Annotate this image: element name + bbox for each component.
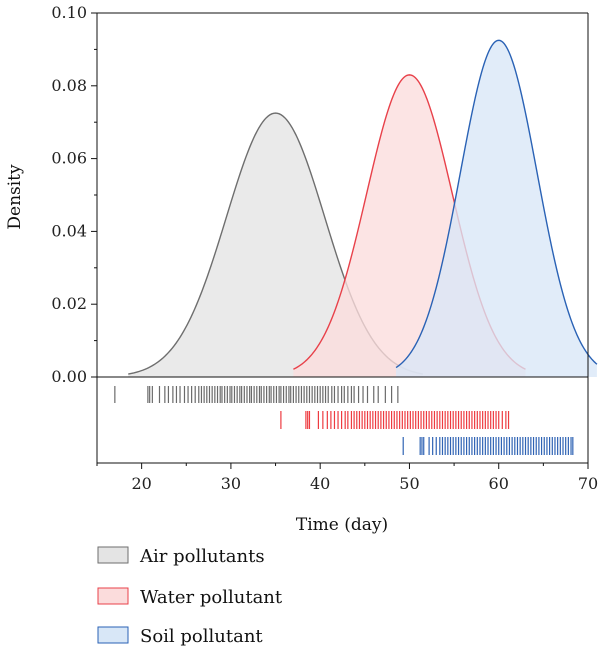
legend-item-soil: Soil pollutant xyxy=(97,626,263,647)
legend-item-air: Air pollutants xyxy=(97,546,265,567)
x-tick-label: 40 xyxy=(310,474,330,493)
y-tick-label: 0.00 xyxy=(51,367,87,386)
x-tick-label: 30 xyxy=(221,474,241,493)
legend-label-water: Water pollutant xyxy=(140,587,283,608)
legend-swatch-soil xyxy=(97,626,129,644)
y-tick-label: 0.08 xyxy=(51,76,87,95)
y-tick-label: 0.10 xyxy=(51,3,87,22)
density-area-2 xyxy=(396,40,597,378)
rug-series-1 xyxy=(280,411,510,429)
y-tick-label: 0.02 xyxy=(51,294,87,313)
y-tick-label: 0.04 xyxy=(51,221,87,240)
legend-swatch-water xyxy=(97,587,129,605)
y-tick-label: 0.06 xyxy=(51,149,87,168)
x-tick-label: 60 xyxy=(489,474,509,493)
legend-label-soil: Soil pollutant xyxy=(140,626,263,647)
plot-area xyxy=(114,39,598,455)
y-axis-title: Density xyxy=(5,164,25,230)
legend-label-air: Air pollutants xyxy=(139,546,265,567)
x-tick-label: 50 xyxy=(399,474,419,493)
x-axis-title: Time (day) xyxy=(296,515,388,535)
rug-series-0 xyxy=(114,386,399,403)
x-tick-label: 20 xyxy=(131,474,151,493)
legend-item-water: Water pollutant xyxy=(97,587,283,608)
legend: Air pollutants Water pollutant Soil poll… xyxy=(97,546,283,647)
legend-swatch-air xyxy=(97,546,129,564)
x-tick-label: 70 xyxy=(578,474,598,493)
axes: 0.00 0.02 0.04 0.06 0.08 0.10 20 30 40 50 60 70 xyxy=(51,3,598,493)
density-curve-2 xyxy=(395,39,598,369)
rug-series-2 xyxy=(402,437,574,455)
